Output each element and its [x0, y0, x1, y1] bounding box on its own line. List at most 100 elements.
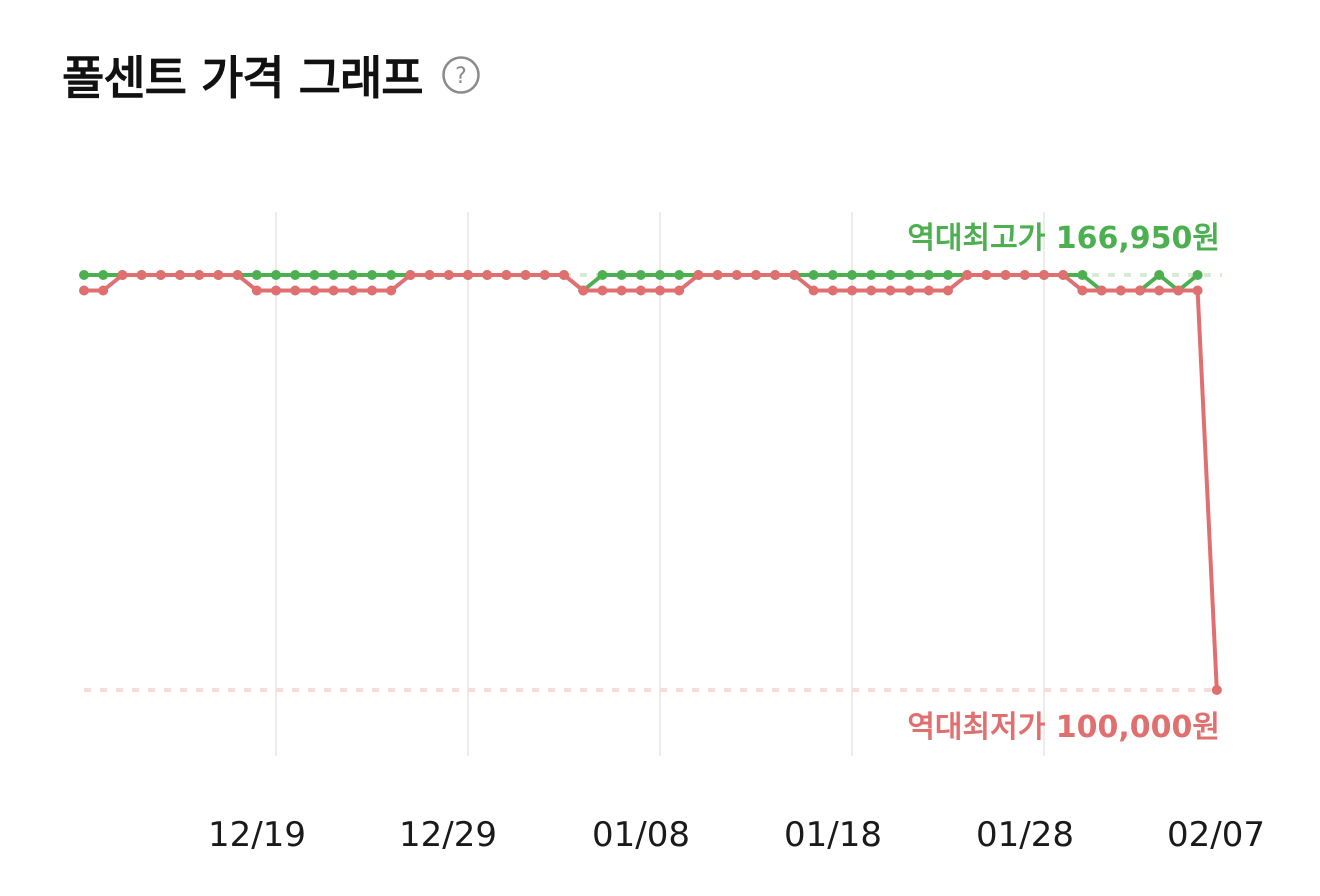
series-1-point	[386, 270, 397, 280]
series-2-point	[405, 270, 416, 280]
series-2-point	[367, 285, 377, 296]
series-2-point	[251, 285, 262, 296]
series-2-point	[1211, 685, 1222, 695]
series-2-line	[82, 273, 1219, 692]
series-1-point	[367, 270, 377, 280]
series-2-point	[482, 270, 493, 280]
series-1-point	[347, 270, 358, 280]
series-2-point	[347, 285, 358, 296]
series-2-point	[655, 285, 665, 296]
series-2-point	[751, 270, 761, 280]
series-2-point	[981, 270, 992, 280]
series-2-point	[463, 270, 473, 280]
chart-header: 폴센트 가격 그래프 ?	[62, 40, 481, 110]
series-2-point	[1173, 285, 1184, 296]
series-2-point	[1096, 285, 1107, 296]
series-2-point	[674, 285, 685, 296]
series-2-point	[597, 285, 608, 296]
series-2-point	[731, 270, 742, 280]
series-1-point	[847, 270, 857, 280]
series-2-point	[635, 285, 646, 296]
series-2-point	[328, 285, 339, 296]
series-2-point	[386, 285, 397, 296]
page-title: 폴센트 가격 그래프	[62, 51, 424, 105]
series-2-point	[1000, 270, 1011, 280]
series-2-point	[98, 285, 109, 296]
series-1-point	[1192, 270, 1203, 280]
svg-text:?: ?	[455, 64, 467, 89]
series-1-point	[866, 270, 877, 280]
series-2-point	[559, 270, 569, 280]
series-2-point	[808, 285, 819, 296]
series-2-point	[885, 285, 896, 296]
series-1-point	[808, 270, 819, 280]
series-1-point	[885, 270, 896, 280]
series-2-point	[827, 285, 838, 296]
series-1-point	[271, 270, 281, 280]
series-2-point	[1115, 285, 1126, 296]
series-2-point	[175, 270, 185, 280]
series-1-point	[655, 270, 665, 280]
series-1-point	[328, 270, 339, 280]
series-1-point	[635, 270, 646, 280]
series-2-point	[501, 270, 512, 280]
series-2-point	[712, 270, 723, 280]
series-2-point	[155, 270, 166, 280]
series-1-point	[943, 270, 953, 280]
series-2-point	[194, 270, 205, 280]
series-1-point	[251, 270, 262, 280]
x-tick-label: 12/19	[208, 815, 306, 855]
series-2-point	[847, 285, 857, 296]
series-2-point	[1154, 285, 1165, 296]
series-2-point	[117, 270, 128, 280]
series-2-point	[1192, 285, 1203, 296]
max-price-label: 역대최고가 166,950원	[907, 221, 1220, 256]
series-2-point	[136, 270, 147, 280]
series-2-point	[271, 285, 281, 296]
series-2-point	[1039, 270, 1049, 280]
series-2-point	[290, 285, 301, 296]
series-1-point	[904, 270, 915, 280]
series-1-point	[79, 270, 89, 280]
min-price-label: 역대최저가 100,000원	[907, 710, 1220, 745]
series-2-point	[1077, 285, 1088, 296]
series-1-point	[1077, 270, 1088, 280]
series-2-point	[539, 270, 550, 280]
series-2-point	[770, 270, 781, 280]
series-2-point	[232, 270, 243, 280]
series-1-point	[827, 270, 838, 280]
series-1-point	[309, 270, 320, 280]
series-1-point	[674, 270, 685, 280]
series-2-point	[1058, 270, 1069, 280]
series-2-point	[520, 270, 531, 280]
series-2-point	[213, 270, 224, 280]
x-tick-label: 02/07	[1167, 815, 1265, 855]
series-2-point	[1019, 270, 1030, 280]
series-2-point	[616, 285, 627, 296]
series-2-point	[1135, 285, 1145, 296]
series-2-point	[443, 270, 454, 280]
x-tick-label: 01/28	[976, 815, 1074, 855]
series-1-point	[616, 270, 627, 280]
series-2-point	[309, 285, 320, 296]
series-2-point	[904, 285, 915, 296]
series-1-point	[290, 270, 301, 280]
series-2-point	[789, 270, 800, 280]
series-2-point	[79, 285, 89, 296]
series-2-point	[962, 270, 973, 280]
series-2-point	[866, 285, 877, 296]
series-1-point	[923, 270, 934, 280]
x-tick-label: 01/08	[592, 815, 690, 855]
x-tick-label: 01/18	[784, 815, 882, 855]
series-1-point	[1154, 270, 1165, 280]
series-1-point	[98, 270, 109, 280]
series-2-point	[923, 285, 934, 296]
series-2-point	[943, 285, 953, 296]
series-2-point	[578, 285, 589, 296]
x-tick-label: 12/29	[399, 815, 497, 855]
series-1-point	[597, 270, 608, 280]
series-2-point	[693, 270, 704, 280]
question-circle-icon[interactable]: ?	[441, 55, 481, 95]
series-2-point	[424, 270, 435, 280]
